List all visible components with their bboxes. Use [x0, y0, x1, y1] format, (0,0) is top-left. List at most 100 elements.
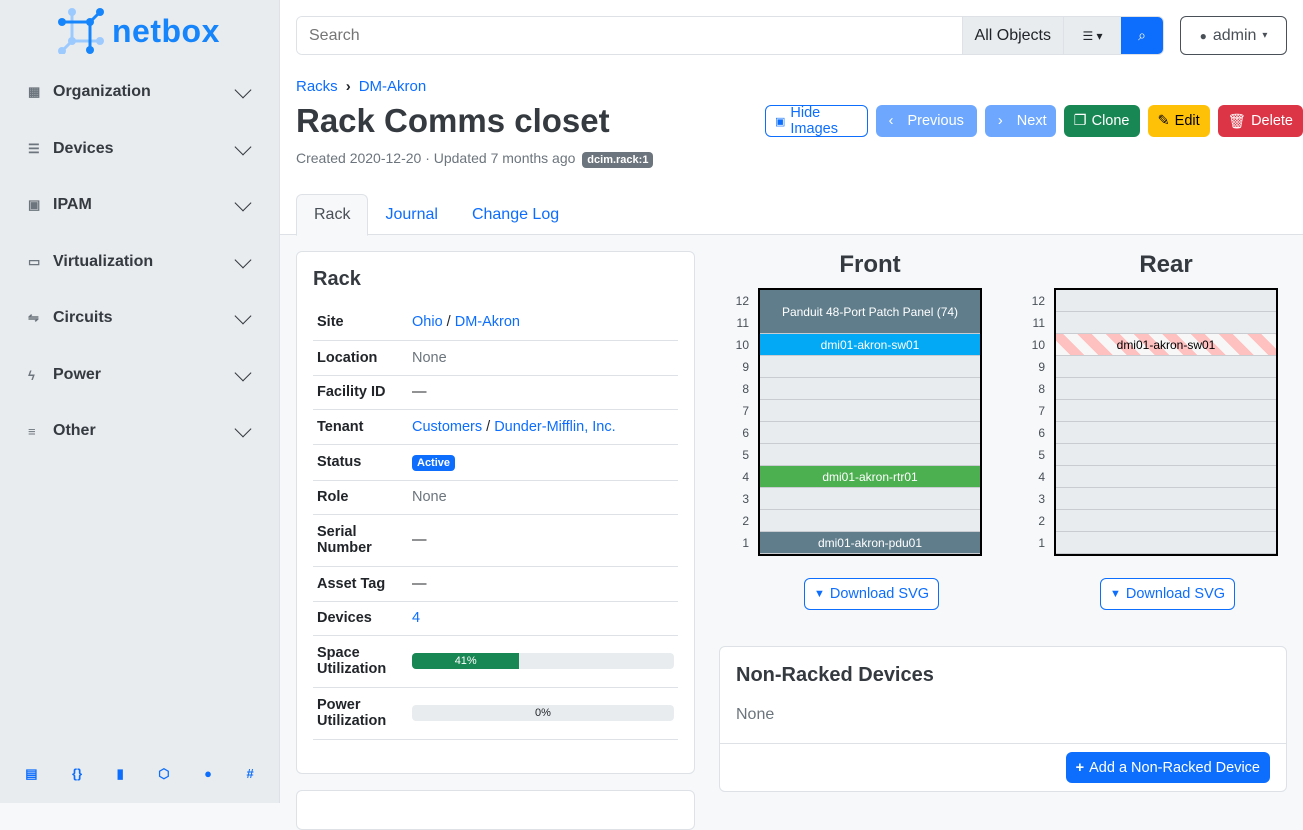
empty-unit-slot[interactable]	[1056, 312, 1276, 334]
empty-unit-slot[interactable]	[760, 488, 980, 510]
empty-unit-slot[interactable]	[1056, 290, 1276, 312]
empty-unit-slot[interactable]	[1056, 422, 1276, 444]
sidebar-item-organization[interactable]: ▦ Organization	[0, 72, 279, 112]
monitor-icon: ▭	[28, 254, 41, 269]
search-bar: All Objects ☰ ▾ ⌕	[296, 16, 1164, 55]
search-icon: ⌕	[1138, 27, 1146, 43]
download-front-svg-button[interactable]: ▼ Download SVG	[804, 578, 940, 610]
label: Hide Images	[790, 105, 838, 137]
chevron-down-icon	[234, 81, 252, 99]
user-menu-button[interactable]: ● admin ▾	[1180, 16, 1287, 55]
next-card	[296, 790, 695, 830]
region-link[interactable]: Ohio	[412, 314, 443, 331]
empty-unit-slot[interactable]	[1056, 488, 1276, 510]
row-facility: Facility ID —	[313, 375, 678, 410]
sep: /	[486, 418, 491, 435]
unit-number: 6	[742, 426, 749, 440]
server-icon: ☰	[28, 141, 40, 156]
rack-device[interactable]: dmi01-akron-sw01	[1056, 334, 1276, 356]
rack-device[interactable]: dmi01-akron-sw01	[760, 334, 980, 356]
github-icon[interactable]: ●	[204, 766, 212, 781]
nav-label: Other	[53, 422, 96, 439]
breadcrumb-site[interactable]: DM-Akron	[358, 78, 427, 95]
nav-label: Circuits	[53, 309, 113, 326]
tenant-link[interactable]: Dunder-Mifflin, Inc.	[494, 418, 616, 435]
empty-unit-slot[interactable]	[1056, 510, 1276, 532]
add-non-racked-device-button[interactable]: + Add a Non-Racked Device	[1065, 752, 1270, 783]
devices-link[interactable]: 4	[412, 610, 421, 626]
sidebar-item-circuits[interactable]: ⇋ Circuits	[0, 298, 279, 338]
empty-unit-slot[interactable]	[1056, 378, 1276, 400]
card-title: Non-Racked Devices	[736, 664, 934, 686]
search-input[interactable]	[297, 17, 962, 54]
previous-button[interactable]: ‹ Previous	[875, 105, 977, 137]
nav-label: Virtualization	[53, 253, 154, 270]
nav-label: Organization	[53, 83, 151, 100]
clone-button[interactable]: ❐ Clone	[1063, 105, 1140, 137]
tab-change-log[interactable]: Change Log	[471, 205, 560, 223]
book-icon[interactable]: ▤	[25, 766, 38, 781]
empty-unit-slot[interactable]	[760, 422, 980, 444]
value: None	[408, 340, 678, 376]
chevron-down-icon	[234, 138, 252, 156]
next-button[interactable]: › Next	[984, 105, 1056, 137]
sidebar-item-virtualization[interactable]: ▭ Virtualization	[0, 242, 279, 282]
empty-unit-slot[interactable]	[1056, 532, 1276, 554]
hide-images-button[interactable]: ▣ Hide Images	[765, 105, 868, 137]
row-role: Role None	[313, 480, 678, 515]
download-rear-svg-button[interactable]: ▼ Download SVG	[1100, 578, 1236, 610]
empty-unit-slot[interactable]	[760, 444, 980, 466]
filter-dropdown-button[interactable]: ☰ ▾	[1063, 17, 1121, 54]
breadcrumb-racks[interactable]: Racks	[296, 78, 338, 95]
key: Tenant	[313, 409, 408, 445]
graphql-icon[interactable]: ⬡	[158, 766, 170, 781]
slack-icon[interactable]: #	[246, 766, 254, 781]
empty-unit-slot[interactable]	[1056, 400, 1276, 422]
unit-number: 3	[1038, 492, 1045, 506]
unit-number: 12	[1031, 294, 1045, 308]
rack-device[interactable]: dmi01-akron-rtr01	[760, 466, 980, 488]
row-serial: Serial Number —	[313, 514, 678, 567]
rack-device[interactable]: Panduit 48-Port Patch Panel (74)	[760, 290, 980, 334]
tenant-group-link[interactable]: Customers	[412, 418, 483, 435]
delete-button[interactable]: 🗑 Delete	[1217, 105, 1303, 137]
search-scope-select[interactable]: All Objects	[961, 17, 1063, 54]
unit-number: 8	[742, 382, 749, 396]
empty-unit-slot[interactable]	[1056, 356, 1276, 378]
row-tenant: Tenant Customers / Dunder-Mifflin, Inc.	[313, 409, 678, 445]
tab-rack[interactable]: Rack	[296, 194, 369, 236]
netbox-logo-icon	[58, 8, 104, 54]
unit-number: 11	[736, 316, 749, 330]
lines-icon: ≡	[28, 423, 36, 439]
sidebar-item-ipam[interactable]: ▣ IPAM	[0, 185, 279, 225]
label: Previous	[907, 113, 964, 129]
tab-journal[interactable]: Journal	[385, 205, 438, 223]
sidebar-item-devices[interactable]: ☰ Devices	[0, 129, 279, 169]
empty-unit-slot[interactable]	[760, 356, 980, 378]
file-download-icon: ▼	[814, 588, 825, 600]
rear-rack-elevation: dmi01-akron-sw01	[1054, 288, 1278, 556]
sidebar-item-power[interactable]: ϟ Power	[0, 355, 279, 395]
empty-unit-slot[interactable]	[1056, 466, 1276, 488]
empty-unit-slot[interactable]	[1056, 444, 1276, 466]
api-icon[interactable]: {}	[72, 766, 83, 781]
unit-number: 12	[735, 294, 749, 308]
empty-unit-slot[interactable]	[760, 378, 980, 400]
unit-number: 1	[742, 536, 749, 550]
breadcrumb: Racks › DM-Akron	[296, 78, 426, 95]
unit-number: 9	[1038, 360, 1045, 374]
edit-button[interactable]: ✎ Edit	[1147, 105, 1210, 137]
unit-number: 1	[1038, 536, 1045, 550]
bookmark-icon[interactable]: ▮	[116, 766, 124, 781]
empty-unit-slot[interactable]	[760, 400, 980, 422]
site-link[interactable]: DM-Akron	[454, 314, 520, 331]
rack-device[interactable]: dmi01-akron-pdu01	[760, 532, 980, 554]
chevron-right-icon: ›	[997, 113, 1003, 129]
rack-details-card: Rack Site Ohio / DM-Akron Location None Fa…	[296, 251, 695, 774]
netbox-logo[interactable]: netbox	[58, 8, 220, 54]
empty-unit-slot[interactable]	[760, 510, 980, 532]
search-button[interactable]: ⌕	[1121, 17, 1163, 54]
sidebar-item-other[interactable]: ≡ Other	[0, 411, 279, 451]
unit-number: 7	[1038, 404, 1045, 418]
unit-number: 4	[1038, 470, 1045, 484]
